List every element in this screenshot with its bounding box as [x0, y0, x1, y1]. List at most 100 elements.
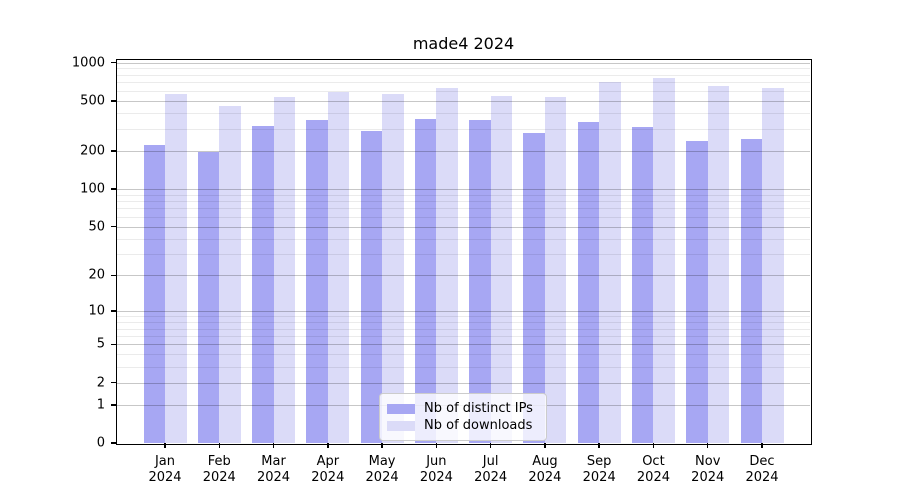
y-tick — [110, 274, 116, 277]
plot-area: Nb of distinct IPs Nb of downloads — [115, 58, 812, 445]
bar-may-downloads — [382, 94, 404, 443]
bar-oct-downloads — [653, 77, 675, 443]
bar-mar-downloads — [273, 97, 296, 443]
bar-aug-downloads — [544, 96, 567, 443]
y-tick — [110, 442, 116, 444]
bar-dec-distinct-ips — [740, 138, 762, 443]
gridline-minor — [117, 354, 810, 356]
x-tick-label-sep: Sep 2024 — [582, 454, 616, 485]
gridline-minor — [117, 90, 810, 92]
x-tick-label-dec: Dec 2024 — [745, 454, 779, 485]
chart-title: made4 2024 — [412, 34, 515, 53]
x-tick-label-jul: Jul 2024 — [474, 454, 508, 485]
legend-swatch-downloads — [387, 420, 415, 431]
y-tick — [110, 310, 116, 312]
gridline-minor — [117, 74, 810, 76]
x-tick-label-oct: Oct 2024 — [636, 454, 670, 485]
y-tick-label: 100 — [80, 181, 105, 197]
x-tick-label-aug: Aug 2024 — [528, 454, 562, 485]
bar-feb-distinct-ips — [197, 152, 220, 443]
gridline-minor — [117, 208, 810, 210]
gridline-minor — [117, 68, 810, 70]
y-tick-label: 200 — [80, 143, 105, 159]
bar-jul-distinct-ips — [469, 120, 491, 443]
gridline-minor — [117, 322, 810, 324]
bar-mar-distinct-ips — [252, 126, 274, 443]
gridline-minor — [117, 335, 810, 337]
x-tick — [381, 443, 383, 448]
y-tick-label: 10 — [88, 303, 105, 319]
x-tick — [598, 443, 600, 448]
y-tick — [110, 100, 116, 102]
x-tick — [761, 443, 763, 448]
y-tick — [110, 188, 116, 190]
bar-apr-distinct-ips — [306, 120, 328, 443]
y-tick-label: 5 — [96, 336, 105, 352]
bars-layer — [117, 60, 810, 443]
gridline-major — [117, 344, 810, 346]
x-tick — [706, 443, 709, 448]
y-tick — [110, 381, 116, 384]
bar-apr-downloads — [327, 92, 350, 443]
legend-item-downloads: Nb of downloads — [387, 417, 538, 434]
y-tick-label: 2 — [96, 375, 105, 391]
bar-nov-distinct-ips — [686, 141, 708, 443]
x-tick — [544, 443, 546, 448]
y-tick-label: 0 — [96, 435, 105, 451]
y-tick-label: 500 — [80, 93, 105, 109]
x-tick-label-jan: Jan 2024 — [148, 454, 182, 485]
bar-jan-downloads — [165, 93, 187, 443]
bar-sep-downloads — [599, 82, 621, 443]
gridline-minor — [117, 238, 810, 240]
x-tick — [272, 443, 275, 448]
x-tick — [327, 443, 329, 448]
x-tick — [435, 443, 438, 448]
bar-feb-downloads — [219, 105, 241, 443]
bar-nov-downloads — [707, 85, 730, 443]
gridline-minor — [117, 366, 810, 368]
x-tick — [164, 443, 166, 448]
x-tick-label-nov: Nov 2024 — [691, 454, 725, 485]
y-tick — [110, 404, 116, 406]
bar-aug-distinct-ips — [523, 132, 545, 443]
gridline-major — [117, 226, 810, 228]
gridline-minor — [117, 216, 810, 218]
y-tick — [110, 150, 116, 152]
bar-may-distinct-ips — [360, 130, 383, 443]
grid-layer — [117, 60, 810, 443]
gridline-major — [117, 310, 810, 312]
bar-dec-downloads — [762, 88, 784, 443]
gridline-major — [117, 275, 810, 277]
gridline-major — [117, 188, 810, 190]
bar-jun-distinct-ips — [414, 119, 437, 443]
bar-jan-distinct-ips — [143, 144, 165, 443]
x-tick — [489, 443, 492, 448]
gridline-major — [117, 100, 810, 102]
x-tick-label-mar: Mar 2024 — [256, 454, 291, 485]
y-tick-label: 50 — [88, 219, 105, 235]
bar-jul-downloads — [490, 95, 513, 443]
bar-sep-distinct-ips — [577, 121, 600, 443]
legend: Nb of distinct IPs Nb of downloads — [379, 393, 547, 441]
y-tick-label: 20 — [88, 267, 105, 283]
y-tick — [110, 343, 116, 346]
gridline-minor — [117, 82, 810, 84]
gridline-minor — [117, 201, 810, 203]
gridline-major — [117, 62, 810, 64]
legend-item-distinct-ips: Nb of distinct IPs — [387, 400, 538, 417]
gridline-minor — [117, 194, 810, 196]
legend-swatch-distinct-ips — [387, 403, 415, 414]
gridline-minor — [117, 253, 810, 255]
y-tick — [110, 61, 116, 64]
legend-label-distinct-ips: Nb of distinct IPs — [424, 400, 533, 416]
y-tick-label: 1000 — [71, 55, 105, 71]
x-tick-label-apr: Apr 2024 — [311, 454, 345, 485]
gridline-minor — [117, 128, 810, 130]
gridline-major — [117, 151, 810, 153]
x-tick-label-jun: Jun 2024 — [419, 454, 453, 485]
y-tick-label: 1 — [96, 397, 105, 413]
gridline-minor — [117, 113, 810, 115]
bar-jun-downloads — [436, 88, 458, 443]
x-tick-label-may: May 2024 — [365, 454, 399, 485]
